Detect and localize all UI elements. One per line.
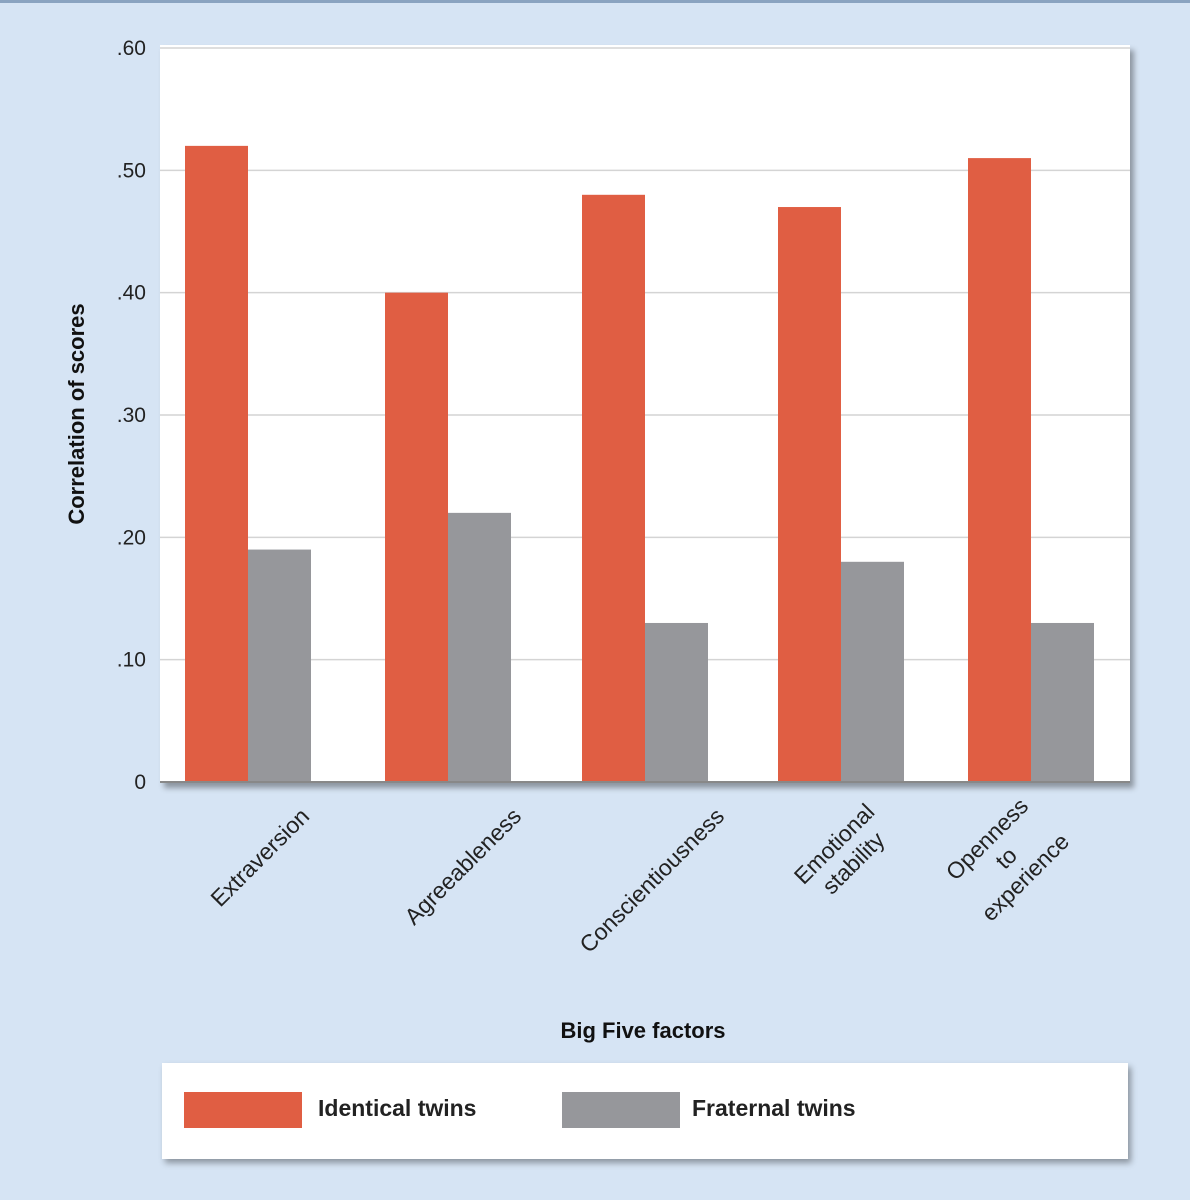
top-rule (0, 0, 1190, 3)
bar-fraternal (841, 561, 904, 782)
bar-identical (968, 158, 1031, 783)
y-tick-label: .20 (117, 526, 146, 549)
bar-identical (778, 207, 841, 783)
category-label: Extraversion (205, 803, 314, 912)
category-label: Emotionalstability (789, 798, 899, 908)
y-tick-labels: 0 .10 .20 .30 .40 .50 .60 (117, 37, 146, 794)
y-tick-label: .30 (117, 404, 146, 427)
bar-fraternal (645, 622, 708, 782)
y-tick-label: .50 (117, 159, 146, 182)
legend-swatch-fraternal (562, 1092, 680, 1128)
bar-identical (385, 292, 448, 782)
category-label: Agreeableness (399, 803, 526, 930)
bars (185, 145, 1094, 783)
bar-identical (185, 145, 248, 782)
y-tick-label: 0 (134, 771, 146, 794)
x-axis-title: Big Five factors (560, 1018, 725, 1043)
category-labels: Extraversion Agreeableness Conscientiousne… (205, 790, 1074, 958)
y-tick-label: .40 (117, 282, 146, 305)
bar-fraternal (1031, 622, 1094, 782)
category-label: Conscientiousness (574, 803, 729, 958)
y-axis-title: Correlation of scores (64, 303, 89, 524)
y-tick-label: .60 (117, 37, 146, 60)
bar-fraternal (248, 549, 311, 782)
legend-label-fraternal: Fraternal twins (692, 1095, 856, 1121)
bar-identical (582, 194, 645, 783)
legend-swatch-identical (184, 1092, 302, 1128)
bar-chart: 0 .10 .20 .30 .40 .50 .60 Extraversion Agreeabl… (64, 37, 1130, 1043)
category-label-line: Extraversion (205, 803, 314, 912)
bar-fraternal (448, 512, 511, 782)
legend: Identical twins Fraternal twins (162, 1063, 1128, 1159)
category-label-line: Conscientiousness (574, 803, 729, 958)
category-label: Opennesstoexperience (938, 790, 1074, 926)
category-label-line: Agreeableness (399, 803, 526, 930)
y-tick-label: .10 (117, 649, 146, 672)
legend-label-identical: Identical twins (318, 1095, 477, 1121)
